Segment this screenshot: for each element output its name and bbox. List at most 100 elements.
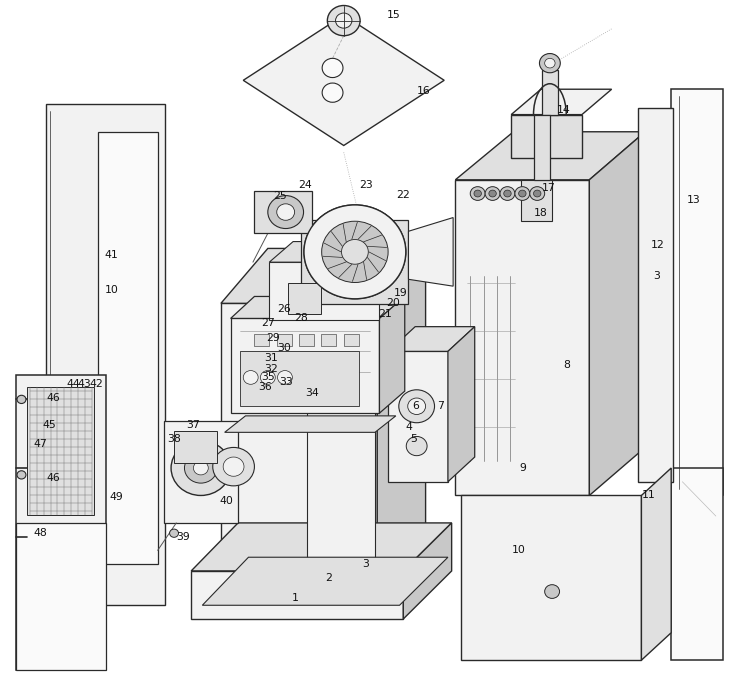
- Text: 27: 27: [261, 318, 275, 327]
- Polygon shape: [456, 180, 589, 495]
- Text: 21: 21: [379, 309, 392, 319]
- Circle shape: [170, 529, 179, 537]
- Text: 46: 46: [46, 393, 61, 403]
- Circle shape: [322, 59, 343, 78]
- Text: 35: 35: [261, 373, 275, 382]
- Circle shape: [545, 585, 560, 599]
- Text: 45: 45: [42, 420, 56, 431]
- Text: 37: 37: [187, 420, 200, 431]
- Polygon shape: [511, 89, 612, 114]
- Text: 3: 3: [362, 559, 370, 569]
- Polygon shape: [521, 180, 552, 221]
- Polygon shape: [638, 107, 673, 482]
- Text: 1: 1: [292, 593, 299, 604]
- Circle shape: [335, 13, 352, 28]
- Text: 33: 33: [279, 378, 294, 387]
- Polygon shape: [672, 89, 723, 495]
- Text: 42: 42: [90, 380, 104, 389]
- Text: 8: 8: [563, 360, 571, 370]
- Circle shape: [489, 190, 496, 197]
- Polygon shape: [448, 327, 474, 482]
- Text: 25: 25: [273, 191, 288, 200]
- Polygon shape: [164, 422, 238, 523]
- Text: 44: 44: [66, 380, 80, 389]
- Text: 41: 41: [105, 250, 119, 260]
- Text: 11: 11: [642, 491, 656, 500]
- Text: 7: 7: [437, 401, 444, 411]
- Text: 49: 49: [110, 492, 123, 502]
- Text: 15: 15: [387, 10, 400, 20]
- Circle shape: [304, 205, 406, 299]
- Text: 48: 48: [33, 528, 47, 538]
- Circle shape: [277, 371, 292, 384]
- Polygon shape: [16, 523, 105, 670]
- Circle shape: [327, 6, 360, 36]
- Text: 31: 31: [264, 353, 279, 363]
- Circle shape: [530, 187, 545, 200]
- Text: 43: 43: [78, 380, 92, 389]
- Polygon shape: [244, 15, 444, 145]
- Text: 9: 9: [519, 463, 526, 473]
- Circle shape: [322, 221, 388, 282]
- Polygon shape: [191, 571, 403, 619]
- Text: 12: 12: [651, 240, 665, 250]
- Circle shape: [322, 83, 343, 102]
- Polygon shape: [672, 468, 723, 660]
- Text: 29: 29: [266, 333, 280, 342]
- Polygon shape: [231, 296, 405, 318]
- Polygon shape: [456, 132, 645, 180]
- Text: 3: 3: [653, 271, 660, 281]
- Polygon shape: [191, 523, 452, 571]
- Text: 46: 46: [46, 473, 61, 482]
- Polygon shape: [306, 327, 375, 564]
- Polygon shape: [270, 242, 403, 262]
- Circle shape: [399, 390, 435, 423]
- Polygon shape: [462, 495, 642, 660]
- Text: 16: 16: [418, 85, 431, 96]
- Text: 23: 23: [359, 181, 373, 190]
- Polygon shape: [255, 191, 312, 234]
- Polygon shape: [221, 303, 377, 592]
- Text: 38: 38: [167, 434, 181, 444]
- Text: 30: 30: [277, 343, 291, 353]
- Circle shape: [485, 187, 500, 200]
- Polygon shape: [221, 249, 426, 303]
- Polygon shape: [301, 220, 409, 305]
- Polygon shape: [16, 376, 105, 670]
- Text: 28: 28: [294, 313, 308, 323]
- Circle shape: [17, 395, 26, 404]
- Circle shape: [193, 461, 208, 475]
- Text: 4: 4: [406, 422, 412, 432]
- Polygon shape: [98, 132, 158, 564]
- Polygon shape: [344, 333, 359, 346]
- Polygon shape: [231, 318, 379, 413]
- Circle shape: [276, 204, 294, 220]
- Text: 34: 34: [306, 387, 320, 398]
- Circle shape: [500, 187, 515, 200]
- Polygon shape: [642, 468, 672, 660]
- Polygon shape: [388, 351, 448, 482]
- Circle shape: [471, 187, 485, 200]
- Polygon shape: [270, 262, 379, 320]
- Polygon shape: [225, 416, 396, 432]
- Polygon shape: [533, 114, 550, 180]
- Polygon shape: [288, 282, 321, 313]
- Text: 17: 17: [542, 183, 556, 193]
- Circle shape: [406, 436, 427, 455]
- Polygon shape: [589, 132, 645, 495]
- Circle shape: [545, 59, 555, 68]
- Polygon shape: [321, 333, 336, 346]
- Polygon shape: [403, 523, 452, 619]
- Text: 14: 14: [557, 105, 570, 115]
- Text: 19: 19: [394, 288, 407, 298]
- Polygon shape: [202, 557, 448, 605]
- Circle shape: [474, 190, 481, 197]
- Text: 47: 47: [33, 439, 47, 449]
- Circle shape: [408, 398, 426, 415]
- Polygon shape: [409, 218, 453, 286]
- Polygon shape: [377, 249, 426, 592]
- Text: 18: 18: [533, 208, 547, 218]
- Polygon shape: [542, 70, 558, 114]
- Polygon shape: [511, 114, 582, 158]
- Text: 39: 39: [176, 532, 190, 542]
